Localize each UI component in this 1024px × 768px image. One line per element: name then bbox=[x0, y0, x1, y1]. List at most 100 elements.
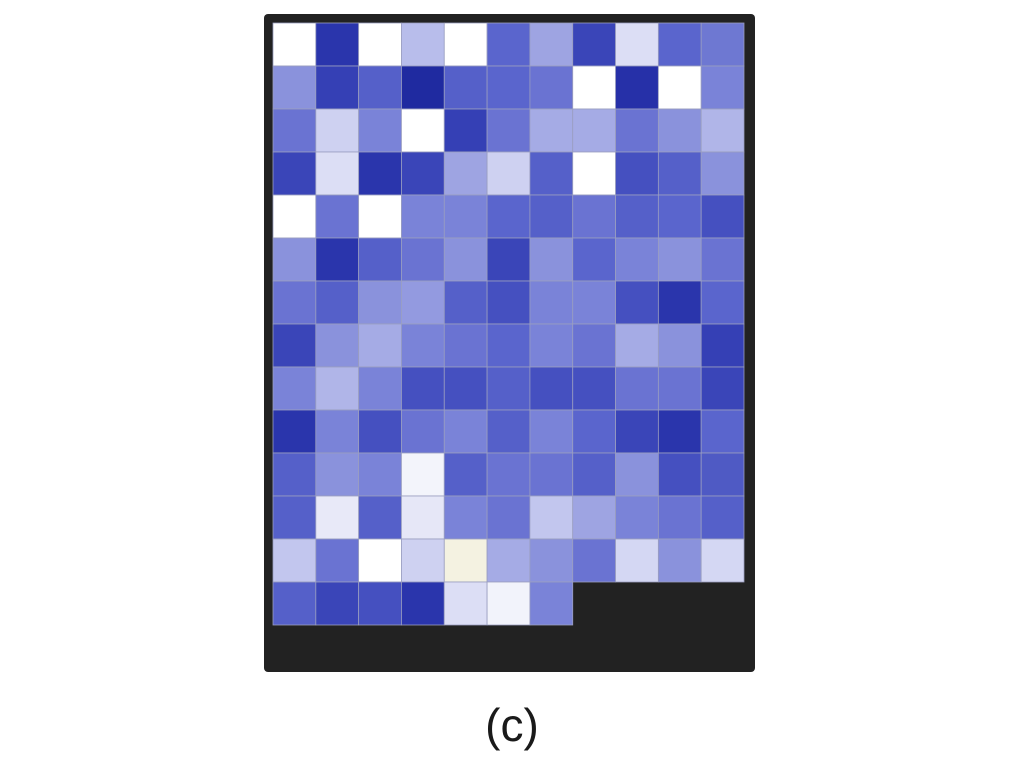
heatmap-cell bbox=[358, 495, 402, 540]
heatmap-cell bbox=[272, 280, 317, 325]
heatmap-cell bbox=[272, 65, 317, 110]
heatmap-cell bbox=[700, 108, 745, 153]
heatmap-cell bbox=[615, 538, 659, 583]
heatmap-cell bbox=[657, 194, 702, 239]
heatmap-cell bbox=[572, 452, 616, 497]
heatmap-cell bbox=[700, 194, 745, 239]
heatmap-cell bbox=[486, 366, 531, 411]
heatmap-cell bbox=[272, 151, 317, 196]
heatmap-cell bbox=[615, 237, 659, 282]
heatmap-cell bbox=[572, 194, 616, 239]
heatmap-cell bbox=[272, 22, 317, 67]
heatmap-cell bbox=[657, 22, 702, 67]
heatmap-cell bbox=[358, 237, 402, 282]
heatmap-cell bbox=[572, 280, 616, 325]
heatmap-cell bbox=[358, 151, 402, 196]
heatmap-cell bbox=[572, 538, 616, 583]
heatmap-cell bbox=[443, 366, 488, 411]
heatmap-cell bbox=[700, 323, 745, 368]
heatmap-cell bbox=[486, 280, 531, 325]
heatmap-cell bbox=[486, 65, 531, 110]
heatmap-cell bbox=[358, 366, 402, 411]
heatmap-cell bbox=[572, 151, 616, 196]
heatmap-cell bbox=[486, 151, 531, 196]
heatmap-cell bbox=[486, 581, 531, 626]
heatmap-cell bbox=[529, 495, 574, 540]
heatmap-cell bbox=[572, 108, 616, 153]
heatmap-cell bbox=[443, 452, 488, 497]
heatmap-cell bbox=[272, 323, 317, 368]
heatmap-cell bbox=[315, 452, 360, 497]
heatmap-cell bbox=[529, 280, 574, 325]
heatmap-cell bbox=[315, 495, 360, 540]
heatmap-cell bbox=[615, 151, 659, 196]
heatmap-cell bbox=[572, 237, 616, 282]
heatmap-cell bbox=[572, 366, 616, 411]
heatmap-cell bbox=[529, 409, 574, 454]
heatmap-cell bbox=[315, 280, 360, 325]
heatmap-cell bbox=[358, 22, 402, 67]
heatmap-cell bbox=[315, 108, 360, 153]
heatmap-cell bbox=[529, 65, 574, 110]
heatmap-cell bbox=[401, 581, 445, 626]
heatmap-cell bbox=[272, 237, 317, 282]
heatmap-cell bbox=[657, 65, 702, 110]
heatmap-cell bbox=[443, 22, 488, 67]
heatmap-cell bbox=[572, 65, 616, 110]
heatmap-cell bbox=[700, 452, 745, 497]
heatmap-cell bbox=[401, 323, 445, 368]
heatmap-cell bbox=[486, 108, 531, 153]
heatmap-cell bbox=[272, 409, 317, 454]
heatmap-cell bbox=[401, 452, 445, 497]
heatmap-cell bbox=[272, 452, 317, 497]
heatmap-cell bbox=[572, 495, 616, 540]
heatmap-cell bbox=[401, 538, 445, 583]
heatmap-cell bbox=[358, 538, 402, 583]
heatmap-cell bbox=[358, 108, 402, 153]
heatmap-cell bbox=[615, 366, 659, 411]
heatmap-cell bbox=[529, 581, 574, 626]
heatmap-cell bbox=[615, 452, 659, 497]
heatmap-cell bbox=[615, 108, 659, 153]
heatmap-cell bbox=[272, 538, 317, 583]
heatmap-cell bbox=[443, 194, 488, 239]
heatmap-cell bbox=[486, 237, 531, 282]
heatmap-cell bbox=[657, 409, 702, 454]
heatmap-cell bbox=[529, 538, 574, 583]
heatmap-cell bbox=[358, 65, 402, 110]
heatmap-cell bbox=[272, 194, 317, 239]
heatmap-cell bbox=[657, 323, 702, 368]
heatmap-cell bbox=[657, 495, 702, 540]
heatmap-cell bbox=[529, 151, 574, 196]
heatmap-cell bbox=[700, 280, 745, 325]
heatmap-cell bbox=[401, 366, 445, 411]
heatmap-cell bbox=[315, 366, 360, 411]
heatmap-cell bbox=[615, 495, 659, 540]
heatmap-cell bbox=[401, 194, 445, 239]
heatmap-cell bbox=[358, 409, 402, 454]
heatmap-cell bbox=[700, 65, 745, 110]
heatmap-cell bbox=[358, 194, 402, 239]
heatmap-grid bbox=[272, 22, 745, 626]
heatmap-cell bbox=[657, 108, 702, 153]
heatmap-cell bbox=[572, 409, 616, 454]
heatmap-cell bbox=[315, 237, 360, 282]
heatmap-cell bbox=[443, 65, 488, 110]
heatmap-cell bbox=[401, 495, 445, 540]
heatmap-cell bbox=[358, 452, 402, 497]
heatmap-cell bbox=[358, 323, 402, 368]
heatmap-cell bbox=[272, 108, 317, 153]
heatmap-cell bbox=[615, 323, 659, 368]
heatmap-cell bbox=[700, 237, 745, 282]
heatmap-cell bbox=[443, 151, 488, 196]
heatmap-cell bbox=[486, 194, 531, 239]
heatmap-cell bbox=[486, 538, 531, 583]
heatmap-cell bbox=[401, 409, 445, 454]
heatmap-cell bbox=[443, 280, 488, 325]
heatmap-cell bbox=[657, 280, 702, 325]
heatmap-cell bbox=[700, 538, 745, 583]
heatmap-cell bbox=[657, 366, 702, 411]
heatmap-cell bbox=[315, 151, 360, 196]
heatmap-cell bbox=[315, 22, 360, 67]
heatmap-cell bbox=[572, 323, 616, 368]
